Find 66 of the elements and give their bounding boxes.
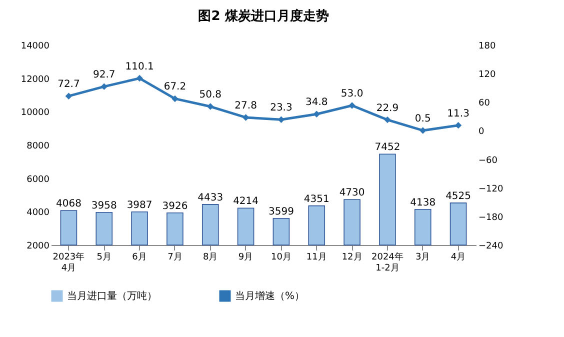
data-label: 4730 xyxy=(339,188,365,198)
y-tick-label: 6000 xyxy=(26,174,50,185)
point xyxy=(172,95,178,102)
data-label: 67.2 xyxy=(164,82,186,93)
data-label: 50.8 xyxy=(199,90,222,101)
data-label: 4433 xyxy=(198,192,224,204)
point xyxy=(384,116,391,124)
data-label: 11.3 xyxy=(447,108,470,120)
x-tick-label: 10月 xyxy=(270,252,292,262)
x-tick-label: 11月 xyxy=(306,252,327,262)
data-label: 34.8 xyxy=(305,97,328,108)
y-tick-label: 14000 xyxy=(20,42,50,52)
x-tick-label: 2023年 4月 xyxy=(52,252,85,274)
x-tick-label: 3月 xyxy=(416,252,430,262)
data-label: 7452 xyxy=(374,142,400,154)
data-label: 4138 xyxy=(410,197,436,208)
data-label: 3599 xyxy=(268,206,294,218)
y2-tick-label: −60 xyxy=(478,156,498,166)
point xyxy=(100,83,108,90)
data-label: 27.8 xyxy=(234,100,257,112)
data-label: 3926 xyxy=(162,200,188,212)
x-tick-label: 4月 xyxy=(450,252,466,262)
legend-label: 当月进口量（万吨） xyxy=(67,290,157,302)
y2-tick-label: 60 xyxy=(478,98,490,109)
y-tick-label: 10000 xyxy=(20,108,50,118)
point xyxy=(313,110,320,118)
x-tick-label: 7月 xyxy=(168,252,182,262)
y-tick-label: 2000 xyxy=(26,242,50,252)
point xyxy=(454,122,462,129)
y-tick-label: 8000 xyxy=(26,142,50,152)
point xyxy=(420,127,426,134)
x-tick-label: 6月 xyxy=(132,252,147,262)
point xyxy=(278,116,285,123)
chart-title: 图2 煤炭进口月度走势 xyxy=(198,8,329,24)
data-label: 53.0 xyxy=(340,88,364,100)
y2-tick-label: −180 xyxy=(478,212,504,223)
y2-tick-label: 120 xyxy=(478,70,496,80)
data-label: 22.9 xyxy=(376,102,399,114)
point xyxy=(136,74,143,82)
x-tick-label: 12月 xyxy=(342,252,362,262)
x-tick-label: 8月 xyxy=(203,252,218,262)
legend-label: 当月增速（%） xyxy=(235,290,305,302)
data-label: 72.7 xyxy=(58,79,80,90)
data-label: 3958 xyxy=(91,200,117,212)
y-tick-label: 12000 xyxy=(20,74,50,85)
y2-tick-label: −240 xyxy=(478,242,504,252)
x-tick-label: 9月 xyxy=(238,252,254,262)
y2-tick-label: 180 xyxy=(478,42,496,52)
y2-tick-label: 0 xyxy=(478,127,484,138)
data-label: 3987 xyxy=(126,200,152,211)
point xyxy=(348,102,356,109)
x-tick-label: 2024年 1-2月 xyxy=(372,252,404,274)
data-label: 110.1 xyxy=(125,61,154,72)
data-label: 4351 xyxy=(304,194,330,205)
point xyxy=(242,114,250,121)
x-tick-label: 5月 xyxy=(96,252,112,262)
y2-tick-label: −120 xyxy=(478,184,504,194)
point xyxy=(65,92,72,100)
data-label: 4068 xyxy=(56,198,82,210)
data-label: 4525 xyxy=(446,190,472,202)
data-label: 23.3 xyxy=(270,102,292,114)
data-label: 0.5 xyxy=(414,113,431,124)
y-tick-label: 4000 xyxy=(26,208,50,218)
point xyxy=(207,103,214,110)
data-label: 4214 xyxy=(233,196,259,208)
data-label: 92.7 xyxy=(92,70,116,81)
